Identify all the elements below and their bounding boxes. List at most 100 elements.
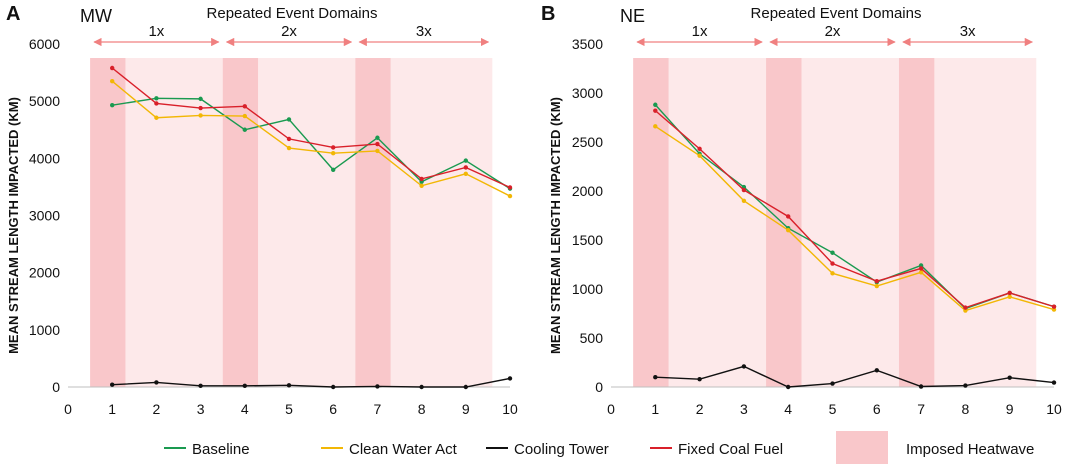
x-tick-label: 5 — [829, 401, 837, 417]
x-tick-label: 6 — [873, 401, 881, 417]
y-axis-label: MEAN STREAM LENGTH IMPACTED (KM) — [548, 97, 563, 354]
data-point — [242, 104, 247, 109]
legend-entry: Clean Water Act — [349, 441, 458, 458]
legend-entry: Imposed Heatwave — [906, 441, 1034, 458]
series-line-cooling-tower — [112, 377, 511, 388]
x-tick-label: 4 — [241, 401, 249, 417]
region-label: NE — [620, 6, 645, 26]
data-point — [242, 113, 247, 119]
data-point — [1051, 380, 1057, 385]
data-point — [741, 198, 747, 203]
data-point — [918, 384, 924, 389]
x-tick-label: 9 — [462, 401, 470, 417]
domain-label: 3x — [960, 23, 976, 40]
x-tick-label: 2 — [153, 401, 161, 417]
y-tick-label: 6000 — [29, 36, 60, 52]
domain-label: 2x — [281, 23, 297, 40]
series-line-baseline — [112, 97, 511, 190]
legend: Baseline Clean Water Act Cooling Tower Fixe… — [164, 431, 1034, 464]
y-tick-label: 2000 — [29, 265, 60, 281]
chart-title: Repeated Event Domains — [207, 5, 378, 22]
data-point — [653, 375, 658, 380]
data-point — [286, 383, 292, 388]
data-point — [286, 117, 292, 122]
x-tick-label: 5 — [285, 401, 293, 417]
y-tick-label: 3500 — [572, 36, 603, 52]
data-point — [198, 383, 203, 389]
data-point — [874, 368, 879, 373]
data-point — [653, 124, 658, 129]
heatwave-span — [90, 58, 126, 387]
data-point — [198, 96, 203, 102]
y-tick-label: 0 — [52, 379, 60, 395]
domain-shade — [801, 58, 899, 387]
heatwave-span — [355, 58, 391, 387]
series-line-clean-water-act — [654, 125, 1055, 312]
y-tick-label: 1500 — [572, 232, 603, 248]
series-line-fixed-coal-fuel — [111, 67, 511, 189]
chart-panel-ne: 0 500 1000 1500 2000 2500 3000 3500 0 1 2 3 4 5 6 7 8 9 10… — [541, 3, 1062, 417]
data-point — [419, 176, 424, 182]
data-point — [697, 376, 702, 382]
heatwave-span — [898, 58, 935, 387]
x-tick-label: 10 — [1046, 401, 1062, 417]
data-point — [463, 384, 468, 390]
data-point — [198, 113, 203, 118]
x-tick-label: 0 — [607, 401, 615, 417]
data-point — [242, 127, 247, 132]
y-tick-label: 0 — [595, 379, 603, 395]
y-tick-label: 3000 — [572, 85, 603, 101]
y-axis-label: MEAN STREAM LENGTH IMPACTED (KM) — [6, 97, 21, 354]
domain-label: 1x — [148, 23, 164, 40]
domain-label: 1x — [692, 23, 708, 40]
data-point — [697, 146, 702, 152]
domain-label: 2x — [825, 23, 841, 40]
panel-label: A — [6, 3, 20, 25]
data-point — [963, 383, 968, 388]
data-point — [331, 145, 336, 150]
x-tick-label: 8 — [962, 401, 970, 417]
domain-shade — [258, 58, 356, 387]
data-point — [741, 187, 747, 193]
data-point — [786, 384, 791, 390]
y-tick-label: 2500 — [572, 134, 603, 150]
x-tick-label: 1 — [651, 401, 659, 417]
data-point — [653, 108, 658, 113]
x-tick-label: 7 — [374, 401, 382, 417]
y-tick-label: 1000 — [572, 281, 603, 297]
x-tick-label: 0 — [64, 401, 72, 417]
data-point — [1007, 294, 1012, 300]
data-point — [1051, 304, 1057, 309]
y-tick-label: 1000 — [29, 322, 60, 338]
data-point — [463, 165, 468, 170]
legend-swatch — [836, 431, 888, 464]
data-point — [154, 101, 159, 106]
data-point — [963, 305, 968, 310]
data-point — [110, 382, 115, 387]
data-point — [331, 167, 336, 172]
x-tick-label: 8 — [418, 401, 426, 417]
series-line-cooling-tower — [655, 365, 1055, 388]
y-tick-label: 3000 — [29, 208, 60, 224]
data-point — [242, 383, 247, 389]
data-point — [154, 115, 159, 120]
x-tick-label: 2 — [696, 401, 704, 417]
data-point — [830, 381, 835, 386]
data-point — [375, 135, 380, 140]
data-point — [375, 384, 380, 389]
domain-shade — [125, 58, 223, 387]
data-point — [1007, 290, 1012, 296]
data-point — [154, 380, 159, 385]
data-point — [198, 105, 203, 111]
x-tick-label: 4 — [784, 401, 792, 417]
data-point — [1007, 375, 1012, 380]
domain-label: 3x — [416, 23, 432, 40]
chart-panel-mw: 0 1000 2000 3000 4000 5000 6000 0 1 2 3 4 5 6 7 8 9 10 MEA… — [6, 3, 518, 417]
chart-title: Repeated Event Domains — [751, 5, 922, 22]
x-tick-label: 3 — [740, 401, 748, 417]
x-tick-label: 9 — [1006, 401, 1014, 417]
y-tick-label: 500 — [580, 330, 604, 346]
data-point — [331, 384, 336, 390]
data-point — [375, 148, 380, 154]
